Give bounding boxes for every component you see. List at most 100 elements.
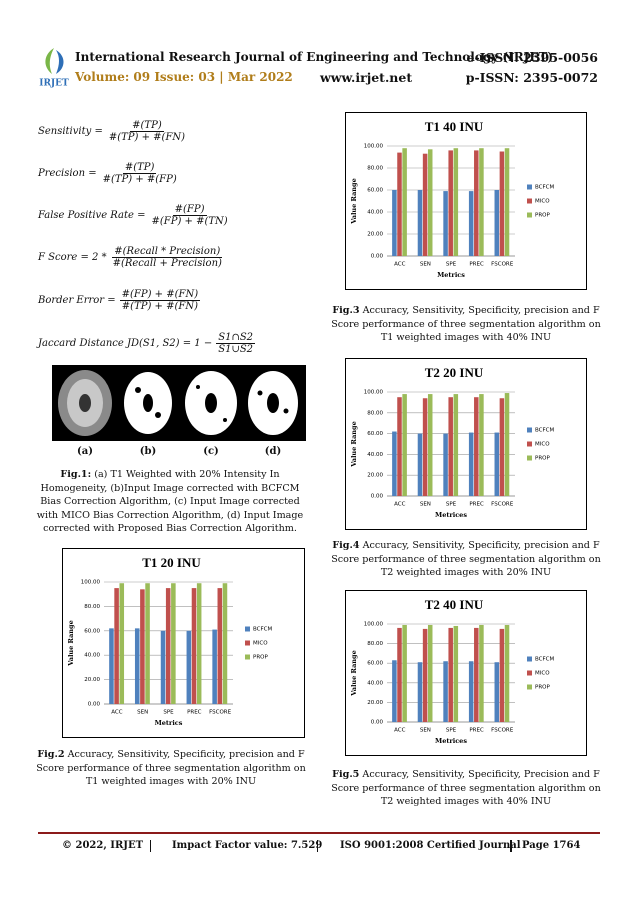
bar — [392, 431, 397, 496]
bar — [499, 151, 505, 256]
legend-label: BCFCM — [535, 657, 555, 663]
bar — [402, 624, 407, 722]
x-tick-label: ACC — [111, 710, 123, 716]
x-tick-label: PREC — [469, 502, 484, 508]
x-tick-label: FSCORE — [491, 728, 514, 734]
chart: T1 20 INU 0.00 20.00 40.00 60.00 80.00 100.00 A… — [62, 548, 305, 738]
y-axis-label: Value Range — [350, 421, 358, 467]
x-axis-label: Metrics — [437, 271, 465, 279]
bar — [397, 152, 402, 256]
formula-lhs: False Positive Rate = — [38, 210, 146, 221]
fraction: #(Recall * Precision) #(Recall + Precisio… — [111, 246, 224, 269]
legend-label: BCFCM — [535, 185, 555, 191]
bar — [453, 394, 459, 496]
volume: Volume: 09 Issue: 03 | Mar 2022 — [75, 70, 293, 84]
iso: ISO 9001:2008 Certified Journal — [340, 840, 521, 851]
numerator: #(TP) — [122, 162, 157, 174]
pissn: p-ISSN: 2395-0072 — [465, 70, 598, 85]
y-tick-label: 80.00 — [367, 166, 383, 172]
bar — [448, 150, 453, 256]
bar — [114, 588, 119, 704]
y-tick-label: 40.00 — [84, 653, 100, 659]
y-tick-label: 0.00 — [371, 494, 384, 500]
formula-lhs: Border Error = — [38, 295, 116, 306]
x-tick-label: SPE — [163, 710, 174, 716]
legend-swatch — [527, 684, 532, 690]
bar — [504, 148, 510, 256]
bar — [160, 630, 166, 704]
y-tick-label: 20.00 — [367, 700, 383, 706]
bar — [145, 583, 150, 704]
x-axis-label: Metrics — [155, 719, 183, 727]
brain-panel — [52, 365, 118, 441]
bar — [448, 397, 453, 496]
x-axis-label: Metrices — [435, 737, 467, 745]
bar — [474, 397, 479, 496]
caption-text: Accuracy, Sensitivity, Specificity, prec… — [36, 749, 306, 787]
bar — [468, 661, 474, 722]
fraction: #(FP) + #(FN) #(TP) + #(FN) — [119, 289, 201, 312]
y-tick-label: 20.00 — [367, 232, 383, 238]
bar — [222, 583, 228, 704]
bar — [499, 398, 505, 496]
legend-swatch — [245, 654, 250, 660]
x-tick-label: ACC — [394, 262, 406, 268]
y-tick-label: 100.00 — [364, 622, 384, 628]
legend-swatch — [527, 184, 532, 190]
page-number: Page 1764 — [522, 840, 581, 851]
caption-text: Accuracy, Sensitivity, Specificity, Prec… — [331, 769, 601, 807]
panel-label: (c) — [203, 446, 219, 457]
legend-label: MICO — [253, 641, 268, 647]
y-tick-label: 60.00 — [367, 431, 383, 437]
bar — [165, 588, 171, 704]
legend-label: MICO — [535, 199, 550, 205]
legend-swatch — [245, 640, 250, 646]
denominator: #(TP) + #(FN) — [121, 301, 198, 312]
bar — [427, 394, 433, 496]
formula: Jaccard Distance JD(S1, S2) = 1 − S1∩S2 S1… — [38, 332, 256, 355]
figure-caption: Fig.4 Accuracy, Sensitivity, Specificity… — [326, 539, 606, 580]
formula: F Score = 2 * #(Recall * Precision) #(Reca… — [38, 246, 224, 269]
formula-lhs: F Score = 2 * — [38, 252, 107, 263]
bar — [494, 662, 500, 722]
bar — [453, 625, 459, 722]
y-tick-label: 0.00 — [371, 720, 384, 726]
x-tick-label: SPE — [446, 728, 457, 734]
chart-frame — [345, 358, 587, 530]
bar — [443, 661, 448, 722]
bar — [397, 627, 402, 722]
numerator: #(FP) + #(FN) — [119, 289, 201, 301]
fraction: #(FP) #(FP) + #(TN) — [150, 204, 230, 227]
x-axis-label: Metrices — [435, 511, 467, 519]
chart: T1 40 INU 0.00 20.00 40.00 60.00 80.00 100.00 A… — [345, 112, 587, 290]
y-tick-label: 0.00 — [371, 254, 384, 260]
y-tick-label: 20.00 — [84, 677, 100, 683]
formula-lhs: Jaccard Distance JD(S1, S2) = 1 − — [38, 338, 213, 349]
y-tick-label: 40.00 — [367, 210, 383, 216]
panel-label: (b) — [139, 446, 157, 457]
eissn: e-ISSN: 2395-0056 — [466, 50, 598, 65]
website: www.irjet.net — [320, 70, 413, 85]
legend-swatch — [245, 626, 250, 632]
caption-text: (a) T1 Weighted with 20% Intensity In Ho… — [36, 469, 304, 534]
x-tick-label: SEN — [420, 728, 431, 734]
panel-label: (a) — [77, 446, 93, 457]
x-tick-label: SEN — [420, 502, 431, 508]
x-tick-label: SPE — [446, 502, 457, 508]
bar — [402, 394, 407, 496]
formula-lhs: Precision = — [38, 168, 97, 179]
y-tick-label: 100.00 — [364, 390, 384, 396]
y-tick-label: 60.00 — [367, 661, 383, 667]
copyright: © 2022, IRJET — [62, 840, 144, 851]
chart-title: T2 20 INU — [425, 365, 484, 380]
y-axis-label: Value Range — [67, 620, 75, 666]
x-tick-label: SEN — [137, 710, 148, 716]
panel-label: (d) — [264, 446, 282, 457]
y-tick-label: 80.00 — [367, 410, 383, 416]
bar — [392, 190, 397, 256]
bar — [186, 630, 192, 704]
formula: Precision = #(TP) #(TP) + #(FP) — [38, 162, 179, 185]
legend-label: PROP — [535, 685, 550, 691]
chart-title: T2 40 INU — [425, 597, 484, 612]
caption-label: Fig.4 — [332, 540, 360, 551]
